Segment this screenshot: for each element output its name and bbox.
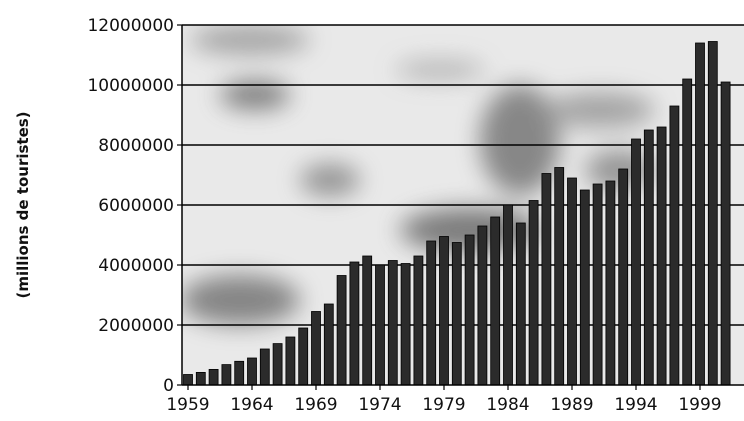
bar-1967 xyxy=(285,336,296,386)
y-tick-label: 6000000 xyxy=(98,196,174,216)
y-tick-label: 8000000 xyxy=(98,136,174,156)
bar-1983 xyxy=(490,216,501,386)
x-tick-label: 1994 xyxy=(614,395,657,415)
bar-1970 xyxy=(323,303,334,386)
bar-1993 xyxy=(618,168,629,386)
bar-1985 xyxy=(515,222,526,386)
bar-1979 xyxy=(439,236,449,386)
y-tick-label: 4000000 xyxy=(98,256,174,276)
bar-1969 xyxy=(311,311,321,386)
x-tick-label: 1984 xyxy=(486,395,529,415)
bar-1971 xyxy=(336,275,347,386)
bar-1989 xyxy=(567,177,577,386)
bar-1978 xyxy=(426,240,437,386)
bar-1997 xyxy=(669,105,680,386)
bar-1974 xyxy=(375,264,385,386)
bar-1973 xyxy=(362,255,373,386)
bar-1959 xyxy=(183,374,193,386)
bar-1990 xyxy=(579,189,590,386)
x-tick-label: 1959 xyxy=(166,395,209,415)
bar-1962 xyxy=(221,364,232,386)
bar-1968 xyxy=(298,327,309,386)
y-tick-label: 0 xyxy=(163,376,174,396)
y-tick-label: 10000000 xyxy=(87,76,174,96)
bar-1966 xyxy=(272,343,283,386)
bar-1984 xyxy=(503,204,513,386)
y-tick-labels: 0 2000000 4000000 6000000 8000000 10000000 120… xyxy=(87,16,182,396)
bar-1963 xyxy=(234,360,245,386)
x-tick-labels: 1959 1964 1969 1974 1979 1984 1989 1994 1999 xyxy=(166,385,722,415)
bar-1976 xyxy=(400,263,411,386)
bar-1982 xyxy=(477,225,488,386)
x-tick-label: 1974 xyxy=(358,395,401,415)
y-tick-label: 12000000 xyxy=(87,16,174,36)
bar-1965 xyxy=(259,348,270,386)
bar-2000 xyxy=(707,41,718,386)
bar-1960 xyxy=(195,371,206,386)
bar-1992 xyxy=(605,180,616,386)
bar-1996 xyxy=(656,126,667,386)
x-tick-label: 1999 xyxy=(678,395,721,415)
y-tick-label: 2000000 xyxy=(98,316,174,336)
bar-1977 xyxy=(413,255,424,386)
y-axis-label: (millions de touristes) xyxy=(14,111,32,298)
x-tick-label: 1979 xyxy=(422,395,465,415)
x-tick-label: 1964 xyxy=(230,395,273,415)
bar-1975 xyxy=(387,260,398,386)
bar-1980 xyxy=(451,242,462,386)
bar-1961 xyxy=(208,368,219,386)
x-tick-label: 1969 xyxy=(294,395,337,415)
bar-1987 xyxy=(541,173,552,386)
bar-2001 xyxy=(720,81,731,386)
bar-1972 xyxy=(349,261,360,386)
bar-1964 xyxy=(247,357,257,386)
bar-1981 xyxy=(464,234,475,386)
bar-1994 xyxy=(631,138,641,386)
bar-1986 xyxy=(528,200,539,386)
bar-1999 xyxy=(695,42,705,386)
bar-1998 xyxy=(682,78,693,386)
bar-1995 xyxy=(643,129,654,386)
x-tick-label: 1989 xyxy=(550,395,593,415)
bar-1991 xyxy=(592,183,603,386)
bar-1988 xyxy=(554,167,565,386)
bars xyxy=(183,41,731,386)
